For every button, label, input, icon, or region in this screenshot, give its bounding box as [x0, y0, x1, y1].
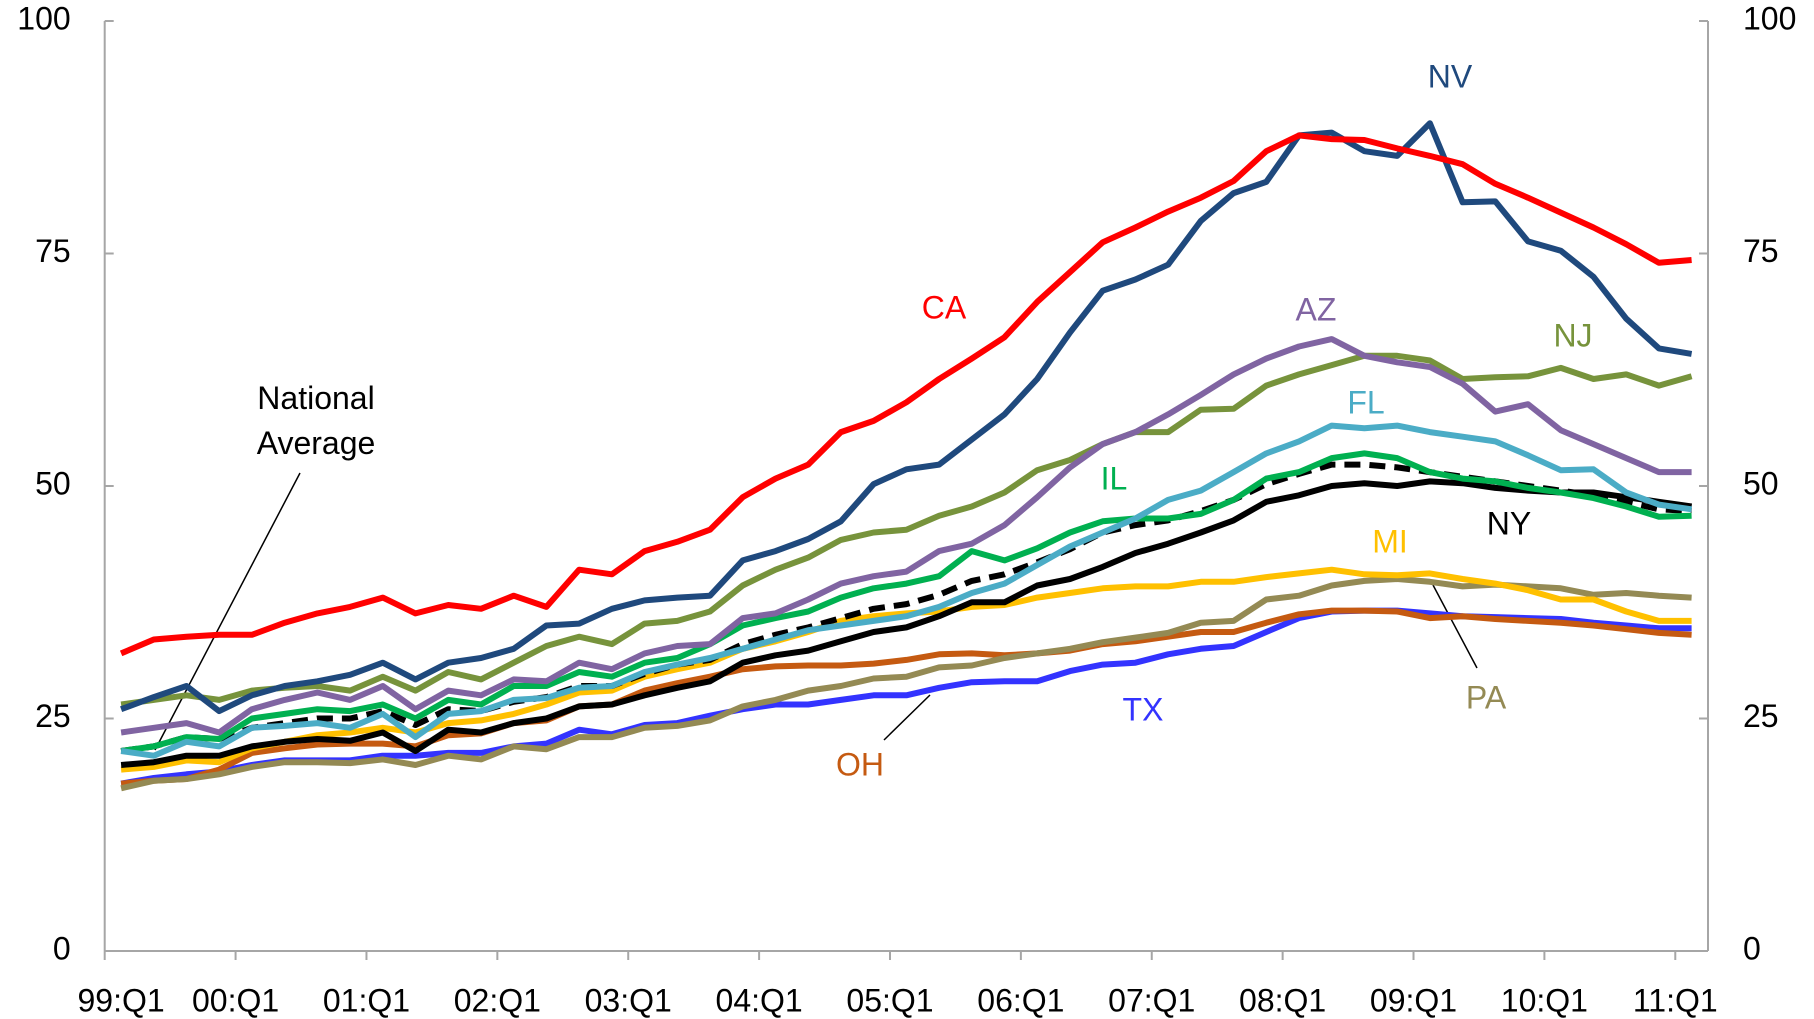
y-tick-label: 0 [53, 930, 71, 966]
x-tick-label: 06:Q1 [977, 982, 1064, 1018]
series-line [120, 576, 1692, 792]
y2-tick-label: 100 [1743, 0, 1796, 36]
series-line [120, 450, 1692, 754]
x-tick-label: 01:Q1 [323, 982, 410, 1018]
y2-tick-label: 0 [1743, 930, 1761, 966]
y2-tick-label: 75 [1743, 233, 1779, 269]
series-line [120, 607, 1692, 787]
series-line [120, 422, 1693, 759]
x-tick-label: 02:Q1 [454, 982, 541, 1018]
y-tick-label: 100 [17, 0, 70, 36]
x-tick-label: 10:Q1 [1501, 982, 1588, 1018]
x-tick-label: 07:Q1 [1108, 982, 1195, 1018]
x-tick-label: 09:Q1 [1370, 982, 1457, 1018]
series-line [119, 132, 1692, 657]
y2-tick-label: 25 [1743, 698, 1779, 734]
series-label: NV [1428, 58, 1473, 94]
y2-tick-label: 50 [1743, 465, 1779, 501]
series-line [120, 352, 1693, 708]
series-line [120, 120, 1693, 715]
x-tick-label: 08:Q1 [1239, 982, 1326, 1018]
x-tick-label: 00:Q1 [192, 982, 279, 1018]
series-label: PA [1466, 679, 1507, 715]
x-tick-label: 03:Q1 [585, 982, 672, 1018]
series-label: MI [1372, 523, 1408, 559]
series-label: IL [1101, 460, 1128, 496]
y-tick-label: 50 [35, 465, 71, 501]
y-tick-label: 75 [35, 233, 71, 269]
series-label: CA [922, 289, 967, 325]
series-label: FL [1347, 384, 1384, 420]
x-tick-label: 05:Q1 [846, 982, 933, 1018]
series-label: NY [1487, 505, 1531, 541]
x-tick-label: 04:Q1 [716, 982, 803, 1018]
leader-line [883, 694, 931, 741]
series-label: OH [836, 746, 884, 782]
leader-line [1432, 584, 1478, 669]
series-label: AZ [1296, 291, 1337, 327]
series-label: National Average [256, 380, 376, 461]
series-line [120, 336, 1692, 736]
series-line [120, 607, 1692, 787]
x-tick-label: 11:Q1 [1633, 982, 1718, 1018]
series-label: TX [1123, 691, 1164, 727]
x-tick-label: 99:Q1 [77, 982, 164, 1018]
y-tick-label: 25 [35, 698, 71, 734]
series-line [120, 478, 1693, 768]
series-label: NJ [1553, 317, 1592, 353]
leader-line [154, 472, 301, 751]
